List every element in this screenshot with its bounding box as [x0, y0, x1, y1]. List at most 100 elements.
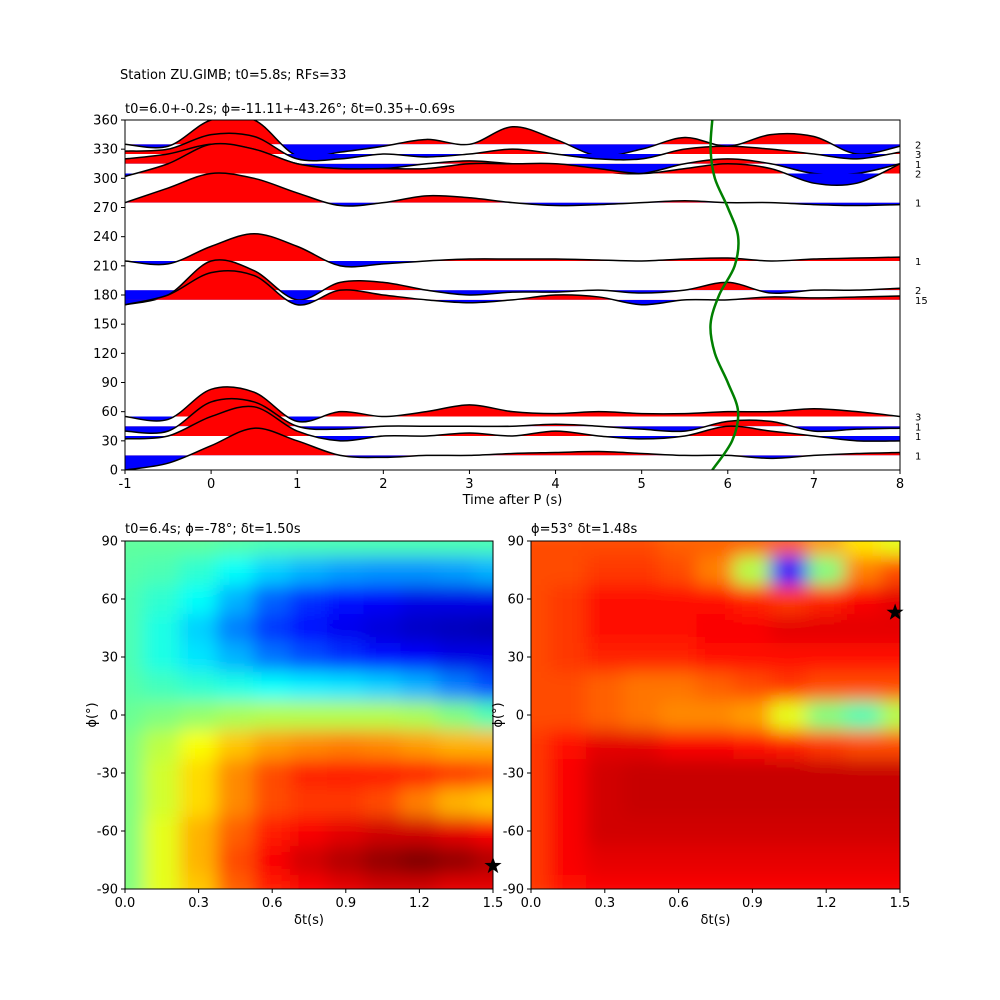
heat-cell [400, 845, 439, 875]
heat-cell [326, 555, 365, 585]
heat-cell [659, 613, 698, 643]
heat-cell [216, 729, 255, 759]
heat-cell [844, 642, 883, 672]
heat-cell [770, 787, 809, 817]
heat-cell [326, 816, 365, 846]
heat-cell [474, 541, 493, 556]
positive-fill [125, 133, 900, 155]
heat-cell [659, 729, 698, 759]
heat-cell [807, 613, 846, 643]
heat-cell [253, 541, 292, 556]
heat-cell [585, 758, 624, 788]
heat-cell [125, 729, 144, 759]
heat-cell [531, 700, 550, 730]
heat-cell [770, 555, 809, 585]
heat-cell [733, 671, 772, 701]
y-tick-label: 30 [101, 651, 118, 666]
heat-cell [696, 874, 735, 889]
x-tick-label: 8 [896, 477, 904, 492]
heat-cell [531, 816, 550, 846]
heat-cell [659, 874, 698, 889]
x-tick-label: 6 [724, 477, 732, 492]
heat-cell [363, 555, 402, 585]
heat-cell [548, 700, 587, 730]
heat-cell [290, 874, 328, 889]
heat-cell [659, 845, 698, 875]
heat-cell [531, 874, 550, 889]
heat-cell [363, 613, 402, 643]
y-tick-label: -90 [97, 883, 118, 898]
heat-cell [290, 845, 328, 875]
heat-cell [844, 555, 883, 585]
heat-cell [548, 729, 587, 759]
heat-cell [733, 642, 772, 672]
heat-cell [179, 845, 218, 875]
heat-cell [844, 816, 883, 846]
y-tick-label: 30 [507, 651, 524, 666]
heat-cell [179, 874, 218, 889]
heat-cell [622, 729, 661, 759]
heat-cell [290, 816, 328, 846]
x-tick-label: 1.5 [483, 896, 504, 911]
heat-cell [733, 758, 772, 788]
heat-cell [548, 758, 587, 788]
heat-cell [770, 613, 809, 643]
heat-cell [881, 541, 900, 556]
heat-cell [179, 541, 218, 556]
trace-line [125, 427, 900, 470]
y-tick-label: 0 [110, 464, 118, 479]
x-tick-label: 1 [293, 477, 301, 492]
axes-title: t0=6.4s; ϕ=-78°; δt=1.50s [125, 522, 301, 537]
heat-cell [326, 874, 365, 889]
heat-cell [548, 584, 587, 614]
heat-cell [733, 584, 772, 614]
heat-cell [659, 700, 698, 730]
heat-cell [807, 758, 846, 788]
heat-cell [844, 613, 883, 643]
heat-cell [585, 541, 624, 556]
heat-cell [548, 642, 587, 672]
trace-line [125, 405, 900, 442]
heat-cell [142, 874, 181, 889]
y-tick-label: 90 [507, 535, 524, 550]
heat-cell [548, 845, 587, 875]
heat-cell [400, 642, 439, 672]
heat-cell [474, 700, 493, 730]
heat-cell [216, 642, 255, 672]
y-tick-label: 180 [93, 289, 118, 304]
x-tick-label: 0.3 [594, 896, 615, 911]
heat-cell [807, 816, 846, 846]
heat-cell [437, 787, 476, 817]
heat-cell [733, 555, 772, 585]
heat-cell [531, 758, 550, 788]
heat-cell [142, 845, 181, 875]
heat-cell [326, 671, 365, 701]
heat-cell [253, 729, 292, 759]
heat-cell [844, 758, 883, 788]
heat-cell [733, 816, 772, 846]
heat-cell [125, 555, 144, 585]
x-tick-label: 0.6 [668, 896, 689, 911]
heat-cell [585, 845, 624, 875]
trace-count: 2 [915, 286, 921, 297]
trace-line [125, 386, 900, 423]
heat-cell [807, 541, 846, 556]
heat-cell [622, 845, 661, 875]
heat-cell [179, 584, 218, 614]
heat-cell [622, 874, 661, 889]
heat-cell [474, 787, 493, 817]
x-axis-label: δt(s) [701, 913, 731, 928]
heat-cell [216, 845, 255, 875]
heat-cell [474, 758, 493, 788]
heat-cell [142, 671, 181, 701]
heat-cell [400, 729, 439, 759]
heat-cell [622, 671, 661, 701]
heat-cell [437, 541, 476, 556]
negative-fill [125, 173, 882, 186]
heat-cell [696, 613, 735, 643]
heat-cell [770, 874, 809, 889]
heat-cell [770, 671, 809, 701]
y-tick-label: 0 [516, 709, 524, 724]
heat-cell [253, 555, 292, 585]
y-tick-label: -30 [97, 767, 118, 782]
